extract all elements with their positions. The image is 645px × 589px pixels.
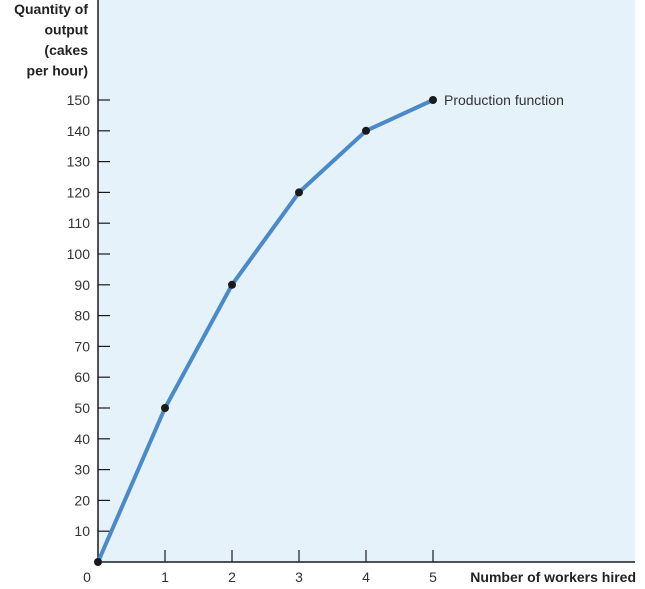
x-tick-label: 4 <box>362 569 370 584</box>
x-ticks: 0 1 2 3 4 5 <box>83 550 437 585</box>
y-axis-label-line: (cakes <box>44 42 88 58</box>
x-tick-label: 0 <box>83 569 91 584</box>
production-function-annotation: Production function <box>444 92 564 108</box>
data-points <box>94 96 437 566</box>
x-tick-label: 5 <box>429 569 437 584</box>
y-axis-label-line: per hour) <box>27 63 88 79</box>
y-axis-label-line: output <box>44 22 88 38</box>
y-tick-label: 30 <box>74 462 90 478</box>
x-axis-label: Number of workers hired <box>470 569 636 584</box>
y-tick-label: 50 <box>74 400 90 416</box>
x-tick-label: 3 <box>295 569 303 584</box>
data-point <box>94 558 102 566</box>
y-tick-label: 80 <box>74 308 90 324</box>
data-point <box>429 96 437 104</box>
data-point <box>295 188 303 197</box>
y-tick-label: 10 <box>74 523 90 539</box>
production-function-line <box>96 98 435 564</box>
y-tick-label: 70 <box>74 338 90 354</box>
data-point <box>362 126 370 135</box>
data-point <box>228 280 236 289</box>
y-axis-label-line: Quantity of <box>14 1 88 17</box>
y-tick-label: 60 <box>74 369 90 385</box>
plot-background <box>98 0 635 562</box>
y-tick-label: 90 <box>74 277 90 293</box>
y-tick-label: 110 <box>68 215 91 231</box>
y-tick-label: 100 <box>67 246 91 262</box>
y-axis-label: Quantity of output (cakes per hour) <box>14 1 88 79</box>
y-tick-label: 140 <box>67 123 91 139</box>
y-tick-label: 40 <box>74 431 90 447</box>
y-ticks: 10 20 30 40 50 60 70 80 90 100 110 120 130 140 150 <box>67 92 110 539</box>
x-tick-label: 2 <box>228 569 236 584</box>
x-tick-label: 1 <box>161 569 169 584</box>
y-tick-label: 120 <box>67 184 91 200</box>
y-tick-label: 150 <box>67 92 91 108</box>
y-tick-label: 20 <box>74 492 90 508</box>
data-point <box>161 404 169 412</box>
y-tick-label: 130 <box>67 154 91 170</box>
